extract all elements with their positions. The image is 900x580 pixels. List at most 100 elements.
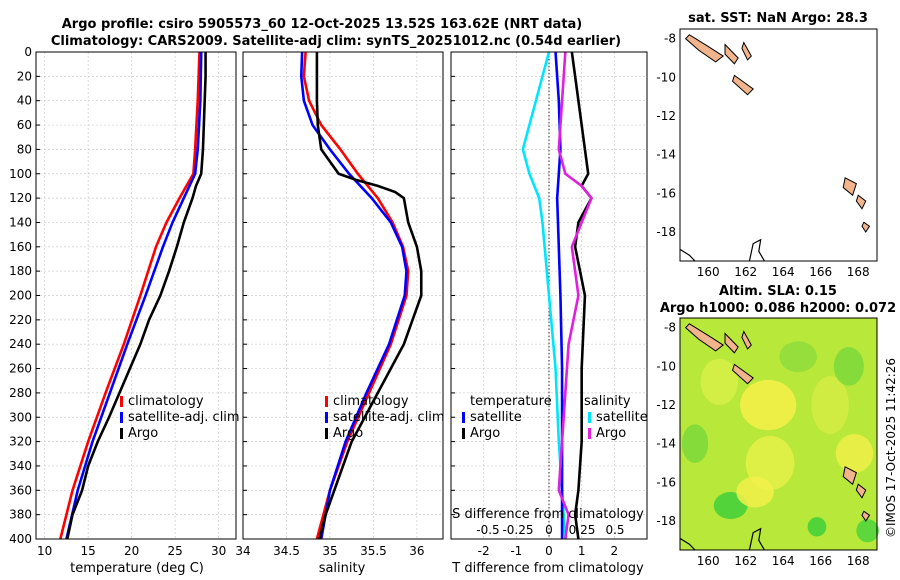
title-line-1: Argo profile: csiro 5905573_60 12-Oct-20… — [62, 17, 583, 32]
sla-title-1: Altim. SLA: 0.15 — [719, 284, 837, 299]
sla-patch — [856, 519, 879, 543]
map-x-tick-label: 168 — [847, 265, 870, 279]
reef-contour — [748, 527, 765, 551]
sla-title-2: Argo h1000: 0.086 h2000: 0.072 — [660, 301, 896, 316]
y-tick-label: 60 — [17, 118, 32, 132]
s-tick-label: 0.25 — [569, 523, 596, 537]
y-tick-label: 360 — [9, 483, 32, 497]
sla-patch — [736, 476, 774, 508]
reef-contour — [679, 537, 696, 551]
y-tick-label: 300 — [9, 410, 32, 424]
x-tick-label: 20 — [124, 544, 139, 558]
land-island — [842, 466, 857, 486]
legend-label: climatology — [333, 394, 409, 409]
sla-patch — [745, 435, 795, 491]
map-y-tick-label: -10 — [656, 70, 676, 84]
legend-label: satellite-adj. clim — [333, 410, 445, 425]
legend-swatch — [325, 396, 328, 407]
legend-swatch — [588, 428, 591, 439]
map-y-tick-label: -16 — [656, 186, 676, 200]
legend-label: Argo — [596, 426, 626, 441]
series-line-t-satellite — [521, 51, 567, 540]
map-background — [680, 29, 877, 261]
imos-credit: ©IMOS 17-Oct-2025 11:42:26 — [884, 358, 898, 538]
map-x-tick-label: 162 — [734, 554, 757, 568]
y-tick-label: 40 — [17, 94, 32, 108]
reef-contour — [748, 238, 765, 262]
x-tick-label: 15 — [81, 544, 96, 558]
y-tick-label: 380 — [9, 508, 32, 522]
x-tick-label: 35.5 — [360, 544, 387, 558]
y-tick-label: 160 — [9, 240, 32, 254]
x-tick-label: 36 — [409, 544, 424, 558]
sla-patch — [779, 341, 817, 373]
land-island — [855, 194, 867, 210]
map-x-tick-label: 160 — [697, 554, 720, 568]
land-island — [724, 332, 739, 354]
y-tick-label: 280 — [9, 386, 32, 400]
legend-swatch — [120, 428, 123, 439]
legend-title-salinity: salinity — [584, 394, 631, 409]
map-y-tick-label: -18 — [656, 225, 676, 239]
sla-patch — [811, 376, 849, 434]
land-island — [741, 41, 752, 61]
s-diff-label: S difference from climatology — [452, 507, 644, 522]
x-tick-label: 34.5 — [273, 544, 300, 558]
x-tick-label: 35 — [322, 544, 337, 558]
s-tick-label: -0.5 — [476, 523, 499, 537]
legend-swatch — [462, 412, 465, 423]
salinity-xlabel: salinity — [319, 561, 366, 576]
map-x-tick-label: 164 — [772, 265, 795, 279]
map-x-tick-label: 162 — [734, 265, 757, 279]
map-y-tick-label: -8 — [664, 32, 676, 46]
series-line-satellite-adj-clim — [65, 51, 203, 540]
map-x-tick-label: 166 — [809, 554, 832, 568]
land-island — [741, 330, 752, 350]
sla-patch — [681, 424, 709, 463]
s-tick-label: -0.25 — [502, 523, 533, 537]
x-tick-label: 30 — [211, 544, 226, 558]
x-tick-label: 0 — [545, 544, 553, 558]
x-tick-label: -1 — [510, 544, 522, 558]
legend-swatch — [588, 412, 591, 423]
map-y-tick-label: -8 — [664, 321, 676, 335]
legend-label: satellite — [596, 410, 648, 425]
legend-swatch — [462, 428, 465, 439]
series-line-climatology — [59, 51, 201, 540]
series-line-s-argo — [557, 51, 593, 540]
sst-map-title-text: sat. SST: NaN Argo: 28.3 — [688, 11, 868, 26]
land-island — [855, 483, 867, 499]
s-tick-label: 0.5 — [605, 523, 624, 537]
y-tick-label: 400 — [9, 532, 32, 546]
map-y-tick-label: -12 — [656, 109, 676, 123]
map-x-tick-label: 166 — [809, 265, 832, 279]
land-island — [842, 177, 857, 197]
legend-label: satellite — [470, 410, 522, 425]
map-frame — [679, 317, 878, 551]
land-island — [861, 221, 871, 233]
map-x-tick-label: 164 — [772, 554, 795, 568]
reef-contour — [679, 248, 696, 262]
map-y-tick-label: -10 — [656, 359, 676, 373]
land-island — [861, 510, 871, 522]
legend-swatch — [325, 428, 328, 439]
series-line-argo — [315, 52, 423, 540]
map-x-tick-label: 168 — [847, 554, 870, 568]
legend-label: Argo — [128, 426, 158, 441]
salinity-panel: 34 34.5 35 35.5 36 climatologysatellite-adj. … — [235, 51, 445, 558]
x-tick-label: 25 — [167, 544, 182, 558]
sla-map: 160 162 164 166 168 -8 -10 -12 -14 -16 -18 — [656, 317, 879, 568]
s-tick-label: 0 — [545, 523, 553, 537]
legend-label: satellite-adj. clim — [128, 410, 240, 425]
map-x-tick-label: 160 — [697, 265, 720, 279]
x-tick-label: 10 — [37, 544, 52, 558]
y-tick-label: 220 — [9, 313, 32, 327]
sla-patch — [700, 358, 739, 405]
legend-swatch — [325, 412, 328, 423]
map-y-tick-label: -18 — [656, 514, 676, 528]
x-tick-label: 1 — [578, 544, 586, 558]
sla-patch — [807, 517, 827, 537]
series-line-satellite-adj-clim — [299, 51, 408, 540]
y-tick-label: 120 — [9, 191, 32, 205]
